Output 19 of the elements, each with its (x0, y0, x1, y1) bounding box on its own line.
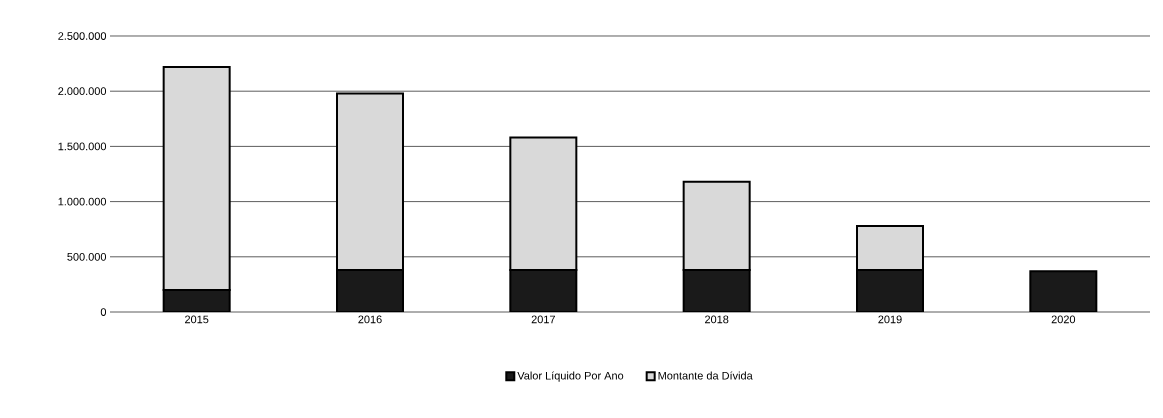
legend-label: Montante da Dívida (658, 371, 753, 380)
y-tick-label: 2.000.000 (58, 87, 107, 96)
bar (682, 269, 751, 312)
y-tick-label: 2.500.000 (58, 32, 107, 40)
y-tick-label: 500.000 (67, 252, 107, 261)
y-tick-label: 1.500.000 (58, 142, 107, 151)
bar (1029, 270, 1098, 312)
x-tick-label: 2017 (531, 315, 555, 324)
y-tick-label: 1.000.000 (58, 197, 107, 206)
bar (856, 269, 924, 312)
x-tick-label: 2018 (705, 315, 729, 324)
y-tick-label: 0 (100, 308, 107, 316)
x-tick-label: 2020 (1051, 315, 1076, 324)
x-tick-label: 2016 (358, 315, 382, 324)
x-tick-label: 2015 (185, 315, 209, 324)
bar (336, 269, 404, 312)
legend-label: Valor Líquido Por Ano (517, 371, 624, 382)
x-tick-label: 2019 (878, 315, 902, 324)
bar (509, 269, 578, 312)
